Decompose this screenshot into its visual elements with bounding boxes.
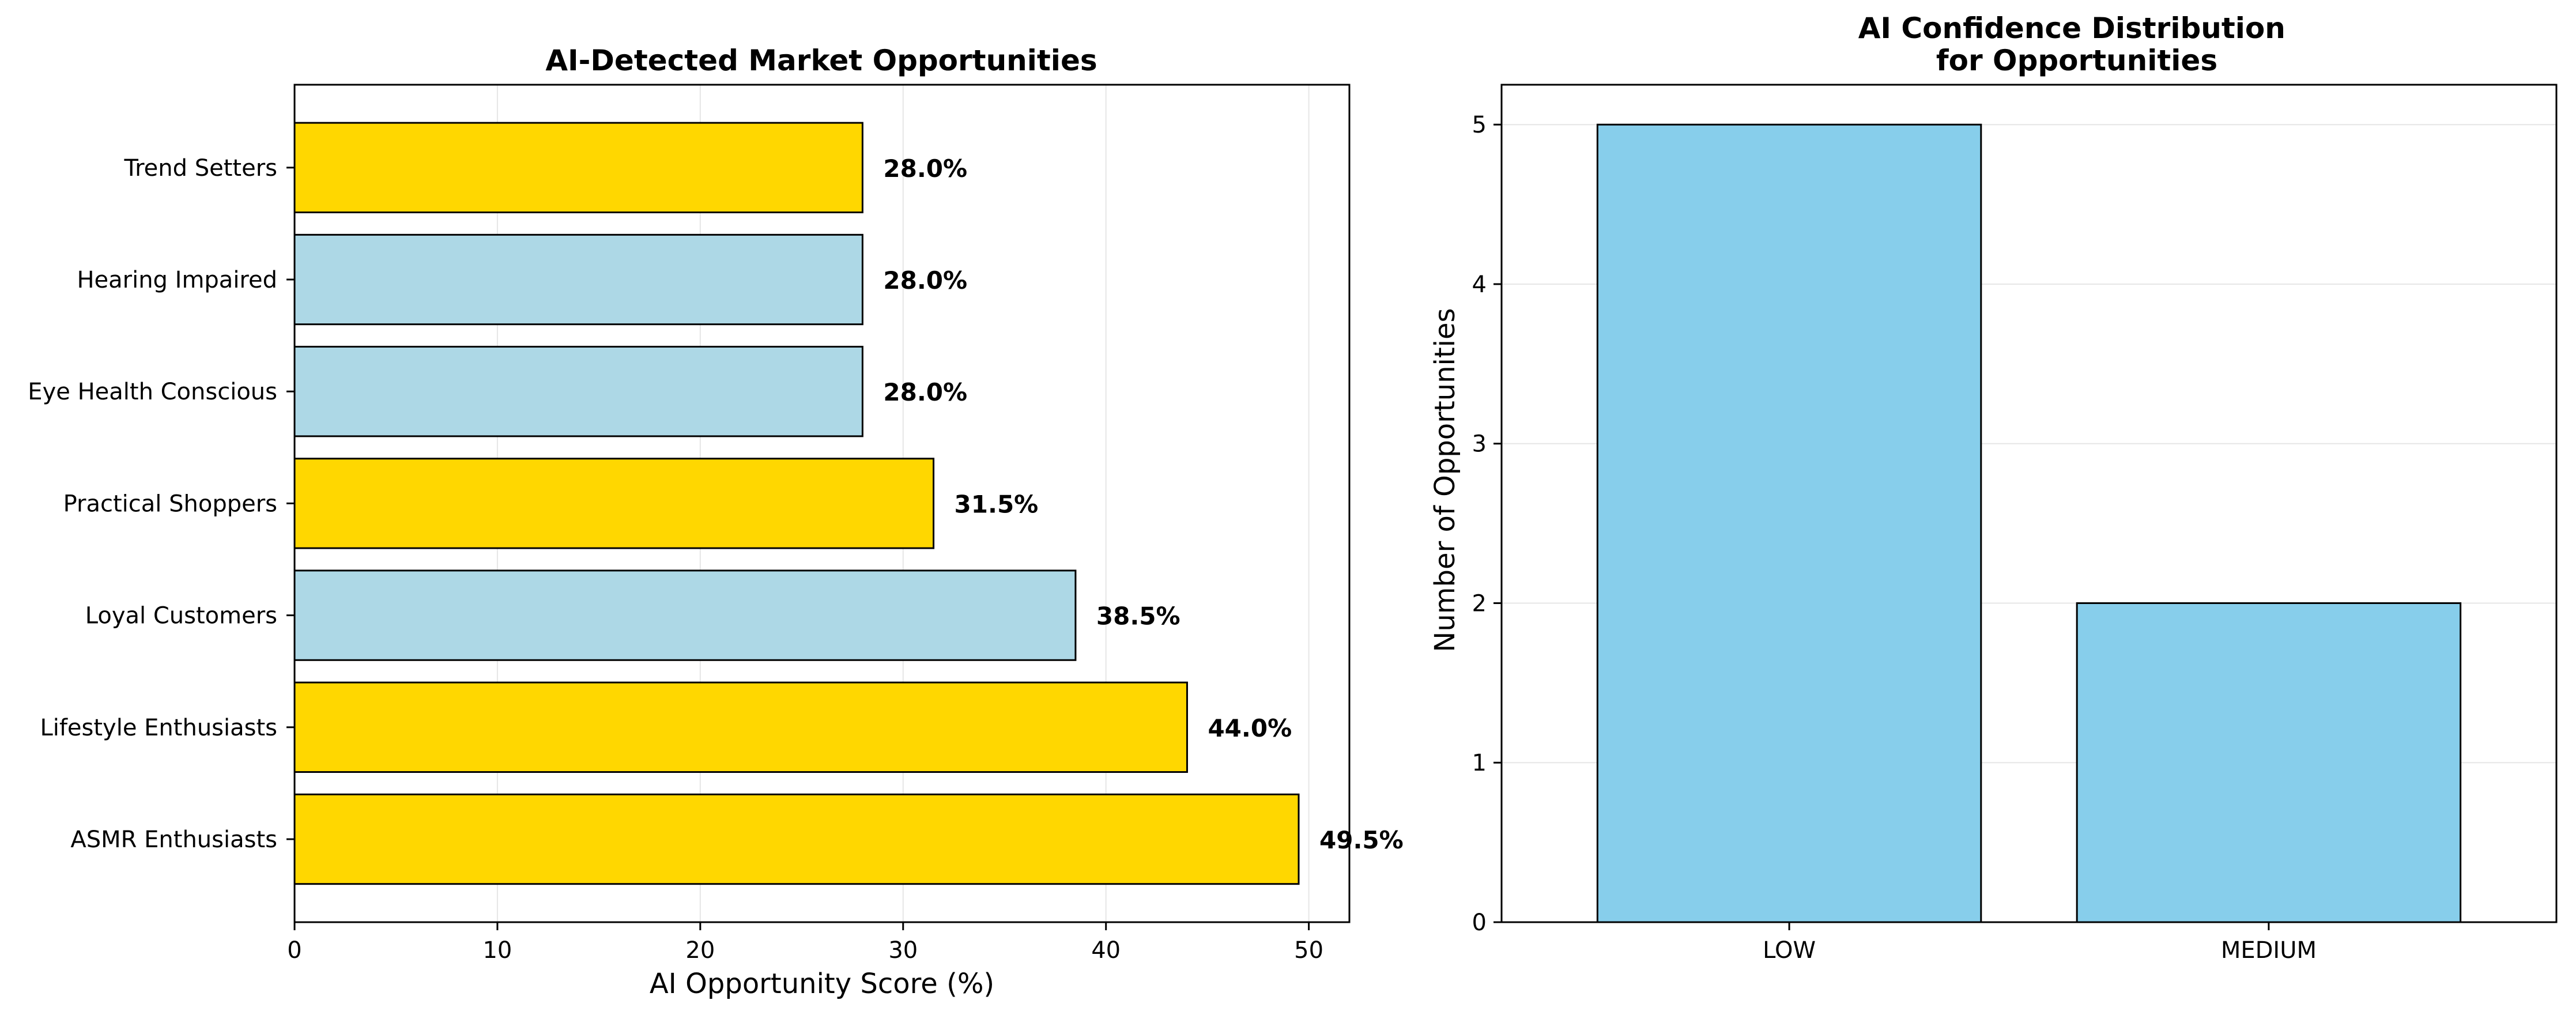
chart1-bar [293, 569, 1077, 661]
chart1-bar [293, 346, 863, 437]
chart2-y-tick-label: 2 [1472, 590, 1487, 617]
chart1-value-label: 49.5% [1319, 826, 1404, 854]
chart2-y-tick-label: 4 [1472, 271, 1487, 298]
chart1-bar [293, 458, 935, 549]
chart1-category-label: Hearing Impaired [77, 267, 277, 293]
chart2-title: AI Confidence Distribution for Opportuni… [1858, 12, 2296, 77]
chart2-y-axis-label: Number of Opportunities [1429, 308, 1461, 652]
chart1-bar [293, 681, 1188, 773]
chart1-category-label: Lifestyle Enthusiasts [40, 715, 277, 741]
chart2-y-tick-label: 3 [1472, 431, 1487, 458]
confidence-bar-chart: AI Confidence Distribution for Opportuni… [1429, 12, 2558, 964]
chart1-bar [293, 793, 1300, 885]
chart1-value-label: 38.5% [1096, 602, 1180, 631]
chart1-category-label: Practical Shoppers [63, 490, 277, 517]
chart1-bar [293, 122, 863, 213]
chart1-value-label: 28.0% [883, 378, 967, 406]
chart1-value-label: 44.0% [1208, 714, 1292, 742]
chart1-x-tick-label: 20 [685, 937, 715, 964]
chart2-axes-frame [1500, 84, 2558, 923]
chart2-category-label: MEDIUM [2221, 937, 2317, 964]
chart2-category-label: LOW [1763, 937, 1816, 964]
chart1-value-label: 31.5% [955, 490, 1039, 518]
chart2-bar [2076, 602, 2462, 923]
opportunities-bar-chart: AI-Detected Market Opportunities 0 10 20 30… [28, 44, 1403, 1000]
chart1-x-tick-label: 30 [888, 937, 918, 964]
chart1-category-label: Loyal Customers [85, 603, 277, 629]
chart1-title: AI-Detected Market Opportunities [545, 44, 1097, 77]
chart1-category-label: Eye Health Conscious [28, 379, 277, 405]
chart1-category-label: Trend Setters [124, 155, 277, 182]
chart2-bar [1596, 123, 1982, 923]
chart1-value-label: 28.0% [883, 154, 967, 183]
chart2-y-tick-label: 0 [1472, 909, 1487, 936]
chart1-x-axis-label: AI Opportunity Score (%) [650, 968, 994, 1000]
chart1-bar [293, 233, 863, 326]
chart2-y-tick-label: 1 [1472, 750, 1487, 776]
chart1-value-label: 28.0% [883, 266, 967, 295]
chart1-x-tick-label: 10 [482, 937, 512, 964]
chart1-category-label: ASMR Enthusiasts [70, 826, 277, 853]
chart1-axes-frame [293, 84, 1351, 923]
chart2-y-tick-label: 5 [1472, 112, 1487, 138]
chart1-x-tick-label: 40 [1091, 937, 1121, 964]
chart1-x-tick-label: 50 [1294, 937, 1323, 964]
chart1-x-tick-label: 0 [287, 937, 301, 964]
